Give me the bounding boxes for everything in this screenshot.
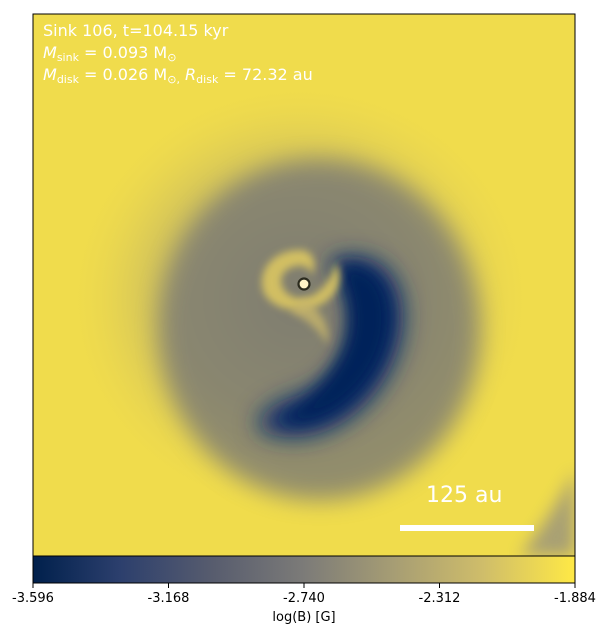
sink-marker bbox=[297, 277, 311, 291]
disk-mass-value: = 0.026 M bbox=[84, 65, 168, 84]
disk-mass-sym: M bbox=[43, 65, 57, 84]
sink-mass-sub: sink bbox=[56, 51, 79, 64]
sink-mass-sym: M bbox=[43, 43, 57, 62]
disk-mass-unit: ⊙, bbox=[167, 73, 180, 86]
sink-mass-unit: ⊙ bbox=[167, 51, 177, 64]
field-map bbox=[33, 14, 575, 556]
disk-radius-sub: disk bbox=[196, 73, 219, 86]
colorbar-tick-3: -2.312 bbox=[418, 591, 461, 606]
sink-mass-label: Msink = 0.093 M⊙ bbox=[43, 43, 176, 68]
sink-mass-value: = 0.093 M bbox=[84, 43, 168, 62]
colorbar-tick-2: -2.740 bbox=[283, 591, 325, 606]
disk-radius-sym: R bbox=[185, 65, 197, 84]
disk-label: Mdisk = 0.026 M⊙, Rdisk = 72.32 au bbox=[43, 65, 313, 90]
colorbar-tick-0: -3.596 bbox=[12, 591, 54, 606]
scale-bar-label: 125 au bbox=[426, 483, 503, 508]
colorbar-tick-4: -1.884 bbox=[554, 591, 596, 606]
colorbar-tick-1: -3.168 bbox=[147, 591, 190, 606]
disk-mass-sub: disk bbox=[56, 73, 79, 86]
title-label: Sink 106, t=104.15 kyr bbox=[43, 21, 229, 40]
colorbar-label: log(B) [G] bbox=[272, 610, 336, 625]
disk-radius-value: = 72.32 au bbox=[223, 65, 313, 84]
colorbar bbox=[32, 555, 576, 588]
scale-bar bbox=[400, 525, 534, 531]
